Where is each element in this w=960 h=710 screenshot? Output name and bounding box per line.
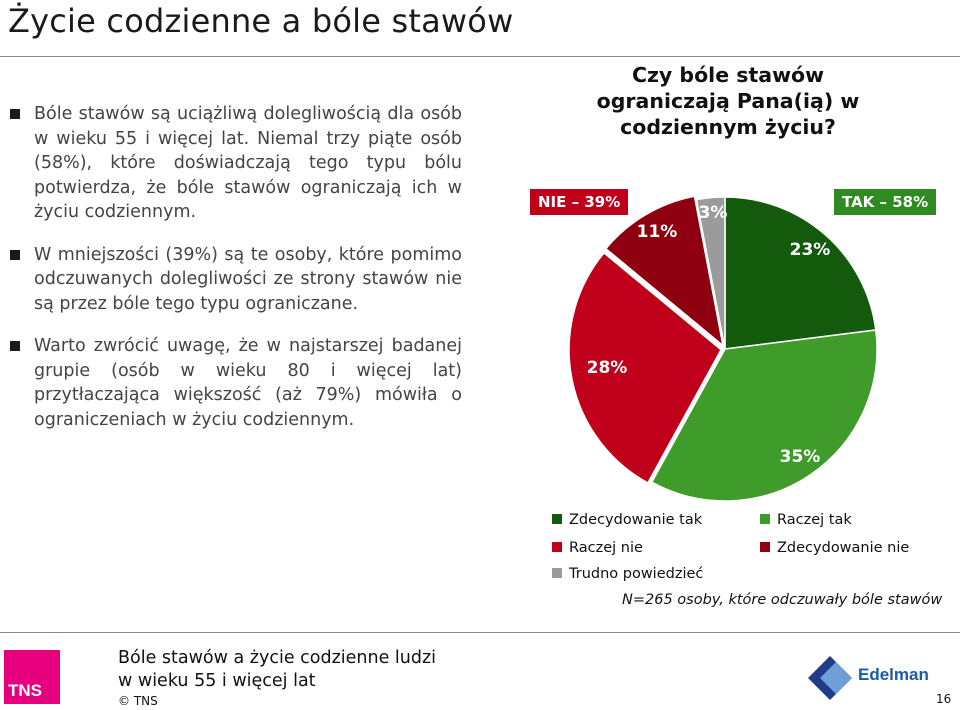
sample-note: N=265 osoby, które odczuwały bóle stawów	[622, 592, 943, 608]
slice-value-label: 35%	[779, 447, 821, 467]
legend-label: Zdecydowanie nie	[777, 540, 910, 556]
bullet-text: W mniejszości (39%) są te osoby, które p…	[34, 244, 462, 314]
legend-item: Raczej tak	[760, 512, 852, 528]
tns-logo-text: TNS	[8, 681, 42, 700]
pie-slice	[604, 195, 725, 348]
copyright: © TNS	[118, 694, 158, 708]
title-divider	[0, 56, 960, 57]
legend-swatch	[760, 542, 770, 552]
slice-value-label: 23%	[789, 240, 831, 260]
legend-swatch	[760, 514, 770, 524]
slice-value-label: 11%	[636, 222, 678, 242]
legend-label: Zdecydowanie tak	[569, 512, 703, 528]
page-title: Życie codzienne a bóle stawów	[8, 2, 514, 40]
edelman-logo	[808, 656, 852, 700]
legend-item: Trudno powiedzieć	[552, 566, 703, 582]
legend-swatch	[552, 514, 562, 524]
legend-item: Zdecydowanie nie	[760, 540, 909, 556]
pie-slice	[724, 196, 877, 350]
legend-label: Raczej nie	[569, 540, 643, 556]
group-badge-tak: TAK – 58%	[834, 189, 937, 215]
bullet-item: Bóle stawów są uciążliwą dolegliwością d…	[10, 102, 462, 225]
bullet-list: Bóle stawów są uciążliwą dolegliwością d…	[10, 102, 462, 450]
square-bullet-icon	[10, 109, 20, 119]
footer-subtitle: Bóle stawów a życie codzienne ludzi w wi…	[118, 647, 436, 693]
bullet-text: Warto zwrócić uwagę, że w najstarszej ba…	[34, 336, 462, 430]
pie-slice	[568, 251, 723, 484]
slice-value-label: 3%	[698, 203, 728, 223]
footer-subtitle-line: w wieku 55 i więcej lat	[118, 671, 316, 691]
slice-value-label: 28%	[586, 358, 628, 378]
legend-label: Trudno powiedzieć	[569, 566, 704, 582]
legend-item: Raczej nie	[552, 540, 643, 556]
pie-slice	[695, 196, 726, 350]
square-bullet-icon	[10, 249, 20, 260]
legend-label: Raczej tak	[777, 512, 852, 528]
bullet-item: W mniejszości (39%) są te osoby, które p…	[10, 243, 462, 317]
footer-divider	[0, 632, 960, 633]
chart-title: Czy bóle stawów ograniczają Pana(ią) w c…	[596, 63, 860, 139]
edelman-logo-text: Edelman	[858, 665, 929, 684]
bullet-item: Warto zwrócić uwagę, że w najstarszej ba…	[10, 334, 462, 432]
page-number: 16	[936, 692, 952, 706]
pie-slice	[650, 329, 878, 502]
square-bullet-icon	[10, 341, 20, 351]
legend-swatch	[552, 542, 562, 552]
legend-swatch	[552, 568, 562, 578]
tns-logo: TNS	[4, 650, 60, 704]
legend-item: Zdecydowanie tak	[552, 512, 702, 528]
bullet-text: Bóle stawów są uciążliwą dolegliwością d…	[34, 104, 462, 222]
group-badge-nie: NIE – 39%	[530, 189, 629, 215]
edelman-diamond-inner-icon	[820, 662, 852, 694]
footer-subtitle-line: Bóle stawów a życie codzienne ludzi	[118, 648, 437, 668]
